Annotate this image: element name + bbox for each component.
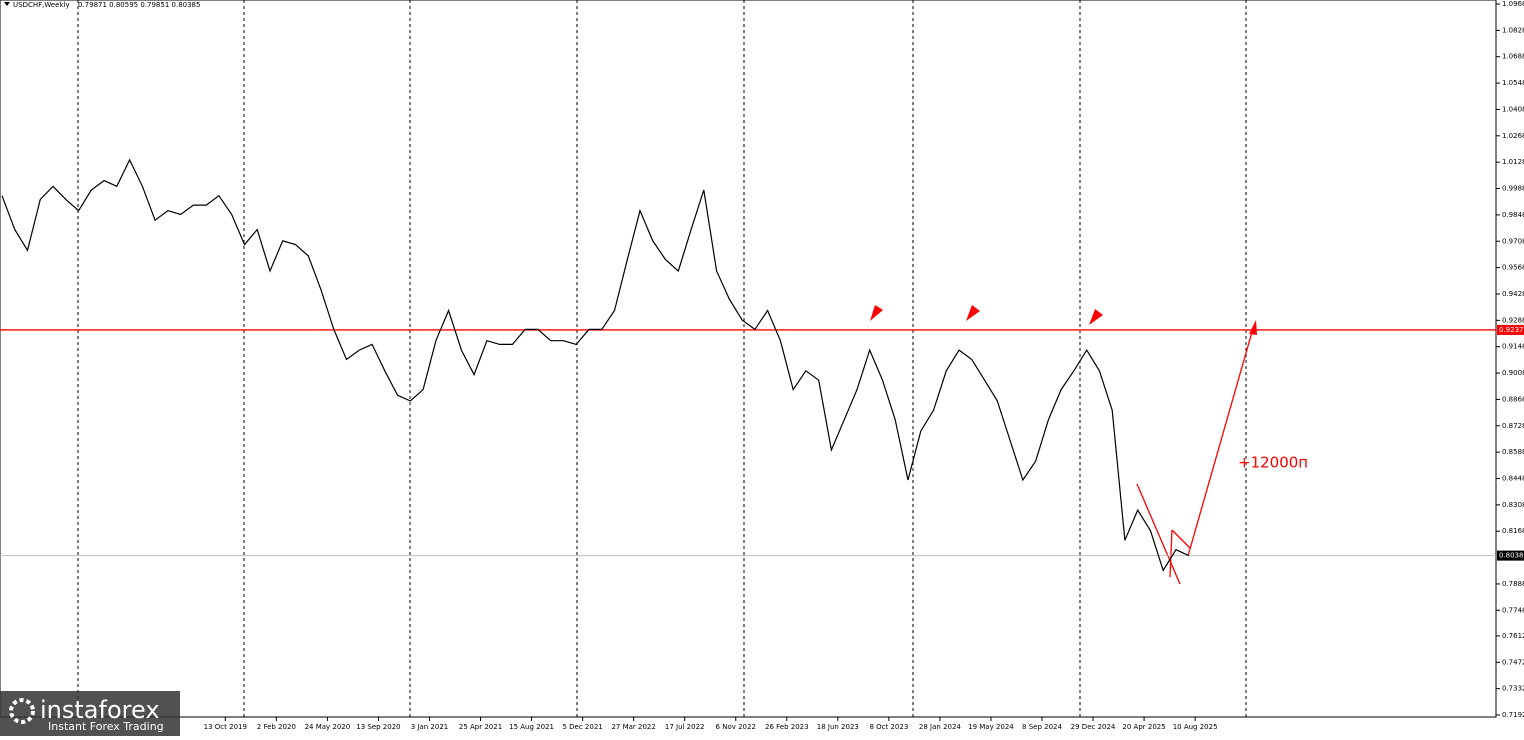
y-tick-label: 0.95680: [1502, 264, 1524, 272]
y-tick-label: 0.81680: [1502, 527, 1524, 535]
y-tick-label: 1.02680: [1502, 132, 1524, 140]
x-tick-label: 3 Jan 2021: [411, 723, 449, 731]
x-tick-label: 28 Jan 2024: [919, 723, 962, 731]
x-tick-label: 15 Aug 2021: [509, 723, 554, 731]
y-tick-label: 0.78880: [1502, 580, 1524, 588]
current-price-box: [1497, 550, 1524, 561]
y-tick-label: 1.01280: [1502, 158, 1524, 166]
menu-arrow[interactable]: [4, 2, 10, 6]
current-price-label: 0.80385: [1499, 552, 1524, 560]
x-tick-label: 6 Nov 2022: [716, 723, 756, 731]
y-tick-label: 0.90080: [1502, 369, 1524, 377]
x-tick-label: 29 Dec 2024: [1071, 723, 1116, 731]
x-tick-label: 10 Aug 2025: [1173, 723, 1218, 731]
x-tick-label: 2 Feb 2020: [257, 723, 296, 731]
y-tick-label: 0.94280: [1502, 290, 1524, 298]
y-tick-label: 0.77480: [1502, 606, 1524, 614]
y-tick-label: 0.92880: [1502, 316, 1524, 324]
y-tick-label: 1.09680: [1502, 0, 1524, 8]
x-tick-label: 26 Feb 2023: [765, 723, 809, 731]
y-tick-label: 1.08280: [1502, 26, 1524, 34]
y-tick-label: 0.71920: [1502, 711, 1524, 719]
y-tick-label: 1.04080: [1502, 105, 1524, 113]
x-tick-label: 13 Sep 2020: [356, 723, 400, 731]
y-tick-label: 0.73320: [1502, 685, 1524, 693]
y-tick-label: 1.06880: [1502, 53, 1524, 61]
x-tick-label: 18 Jun 2023: [817, 723, 859, 731]
y-tick-label: 0.74720: [1502, 658, 1524, 666]
x-tick-label: 27 Mar 2022: [611, 723, 655, 731]
watermark-slogan: Instant Forex Trading: [48, 720, 164, 733]
y-tick-label: 0.98480: [1502, 211, 1524, 219]
price-line: [1, 158, 1189, 572]
symbol-title: USDCHF,Weekly: [13, 1, 70, 9]
y-tick-label: 0.91480: [1502, 343, 1524, 351]
y-tick-label: 0.97080: [1502, 237, 1524, 245]
watermark-bg: [0, 691, 180, 736]
y-tick-label: 0.84480: [1502, 475, 1524, 483]
x-tick-label: 13 Oct 2019: [204, 723, 247, 731]
x-tick-label: 17 Jul 2022: [665, 723, 705, 731]
watermark: instaforex Instant Forex Trading: [0, 691, 180, 736]
plot-frame: [0, 0, 1497, 718]
annotation: +12000п: [1238, 454, 1308, 472]
peak-markers: [870, 305, 1103, 325]
x-tick-label: 20 Apr 2025: [1122, 723, 1165, 731]
watermark-logo: [9, 698, 35, 724]
x-tick-label: 8 Sep 2024: [1022, 723, 1062, 731]
y-tick-label: 0.76120: [1502, 632, 1524, 640]
x-tick-label: 5 Dec 2021: [562, 723, 602, 731]
x-tick-label: 24 May 2020: [305, 723, 351, 731]
wedge-lines: [1136, 331, 1253, 585]
y-tick-label: 0.85880: [1502, 448, 1524, 456]
y-tick-label: 0.87280: [1502, 422, 1524, 430]
x-tick-label: 25 Apr 2021: [459, 723, 502, 731]
y-tick-label: 0.88680: [1502, 395, 1524, 403]
x-tick-label: 8 Oct 2023: [869, 723, 908, 731]
y-tick-label: 0.83080: [1502, 501, 1524, 509]
y-tick-label: 1.05480: [1502, 79, 1524, 87]
x-tick-label: 19 May 2024: [968, 723, 1014, 731]
watermark-brand: instaforex: [40, 696, 160, 724]
quote: 0.79871 0.80595 0.79851 0.80385: [78, 1, 200, 9]
y-tick-label: 0.99880: [1502, 185, 1524, 193]
level-box: [1497, 324, 1524, 335]
target-arrow-head: [1249, 320, 1257, 335]
